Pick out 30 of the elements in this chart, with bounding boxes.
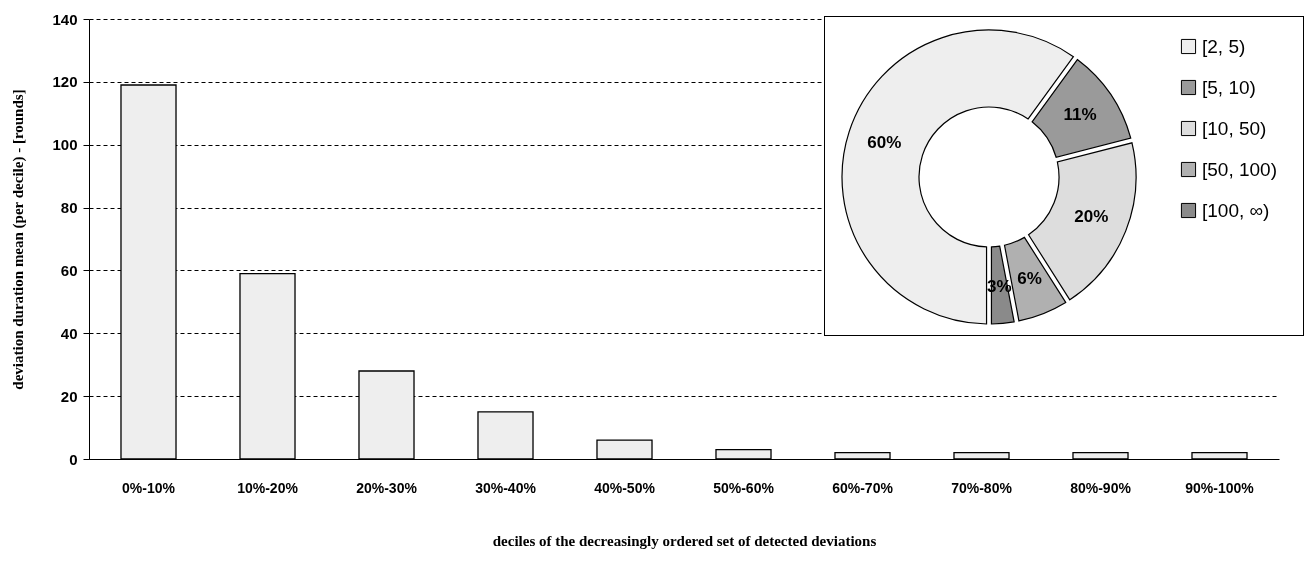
legend-label: [10, 50) [1202, 117, 1267, 139]
data-label: 60% [867, 133, 902, 153]
data-label: 20% [1074, 207, 1109, 227]
y-tick-label: 0 [69, 450, 78, 468]
y-tick-label: 60 [60, 261, 78, 279]
legend-label: [100, ∞) [1202, 199, 1270, 221]
data-label: 11% [1063, 105, 1097, 125]
x-tick-label: 80%-90% [1070, 479, 1132, 496]
y-tick-label: 100 [52, 136, 78, 154]
y-tick-label: 40 [60, 324, 78, 342]
donut-slice [1031, 58, 1132, 158]
x-axis-title: deciles of the decreasingly ordered set of detected deviations [492, 532, 877, 549]
x-tick-label: 30%-40% [475, 479, 537, 496]
y-tick-label: 140 [52, 10, 78, 28]
legend-label: [50, 100) [1202, 158, 1277, 180]
y-tick-label: 80 [60, 199, 78, 217]
y-tick-label: 20 [60, 387, 78, 405]
x-tick-label: 70%-80% [951, 479, 1013, 496]
x-tick-label: 90%-100% [1185, 479, 1255, 496]
x-tick-label: 10%-20% [237, 479, 299, 496]
x-tick-label: 50%-60% [713, 479, 775, 496]
y-tick-label: 120 [52, 73, 78, 91]
x-tick-label: 40%-50% [594, 479, 656, 496]
y-axis-title: deviation duration mean (per decile) - [rounds] [10, 89, 28, 390]
data-label: 6% [1017, 269, 1042, 289]
x-tick-label: 0%-10% [122, 479, 176, 496]
x-tick-label: 60%-70% [832, 479, 894, 496]
legend-label: [5, 10) [1202, 76, 1256, 98]
x-tick-label: 20%-30% [356, 479, 418, 496]
legend-label: [2, 5) [1202, 35, 1246, 57]
